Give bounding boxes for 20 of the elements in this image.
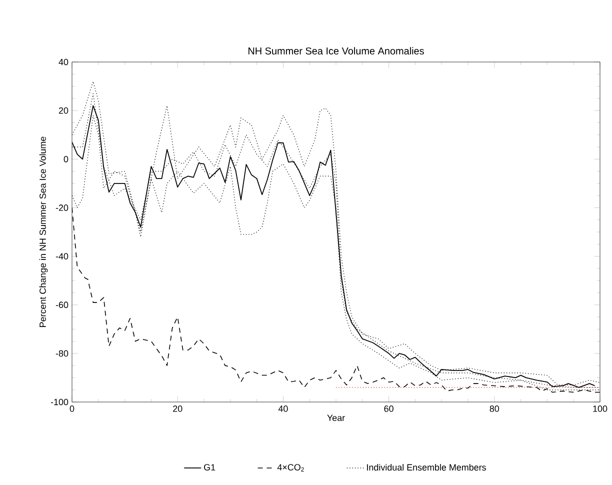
y-tick-label: -100 [50, 398, 68, 406]
legend-label: Individual Ensemble Members [367, 464, 486, 471]
legend-label: 4×CO$_{2}$ [277, 464, 304, 472]
x-tick-label: 60 [384, 406, 394, 412]
chart-title: NH Summer Sea Ice Volume Anomalies [248, 47, 424, 54]
x-tick-label: 80 [490, 406, 500, 412]
x-tick-label: 20 [173, 406, 182, 412]
y-tick-label: 40 [58, 58, 68, 66]
legend-label: G1 [204, 464, 216, 470]
x-tick-label: 40 [278, 406, 288, 412]
y-tick-label: 20 [58, 107, 68, 114]
y-tick-label: 0 [64, 156, 68, 162]
y-tick-label: -60 [56, 302, 68, 308]
y-axis-title: Percent Change in NH Summer Sea Ice Volume [39, 136, 48, 327]
x-tick-label: 100 [593, 406, 608, 412]
y-tick-label: -20 [56, 204, 68, 211]
y-tick-label: -40 [56, 253, 68, 260]
y-tick-label: -80 [56, 350, 68, 357]
x-tick-label: 0 [70, 406, 74, 412]
x-axis-title: Year [327, 414, 345, 421]
